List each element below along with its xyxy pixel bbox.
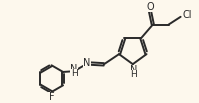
Text: O: O [146,2,154,12]
Text: F: F [49,92,54,102]
Text: N: N [130,65,137,75]
Text: H: H [71,70,77,78]
Text: N: N [70,64,78,74]
Text: N: N [83,58,91,68]
Text: H: H [130,70,137,79]
Text: Cl: Cl [183,10,192,20]
